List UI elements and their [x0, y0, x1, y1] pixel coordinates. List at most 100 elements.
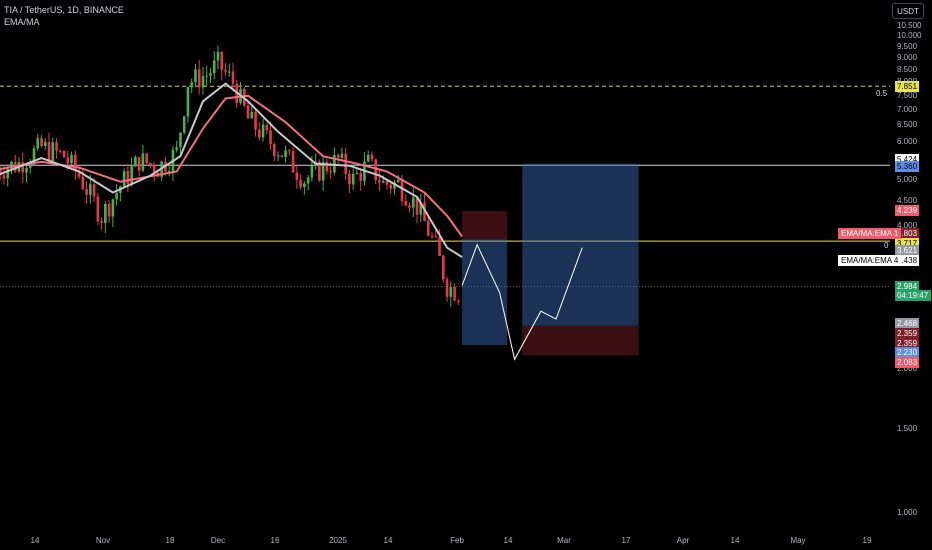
x-tick-label: Dec: [210, 536, 226, 545]
candle-body: [336, 154, 340, 158]
ema-fast-line: [0, 82, 463, 258]
price-axis-label: 2.083: [895, 356, 919, 368]
candle-body: [355, 172, 359, 174]
candle-body: [299, 179, 302, 188]
y-tick-label: 4.500: [897, 196, 918, 206]
candle-body: [55, 142, 58, 151]
x-tick-label: May: [790, 536, 806, 545]
position-target-zone: [462, 239, 508, 346]
x-tick-label: 19: [862, 536, 872, 545]
candle-body: [70, 154, 73, 164]
candle-body: [366, 154, 370, 162]
candle-body: [77, 170, 81, 177]
candle-body: [389, 184, 393, 189]
x-tick-label: Nov: [95, 536, 111, 545]
y-tick-label: 1.500: [897, 424, 918, 434]
candle-body: [445, 279, 449, 297]
candle-body: [381, 181, 385, 183]
candle-body: [197, 69, 201, 88]
candle-body: [89, 184, 92, 195]
candle-body: [205, 75, 209, 77]
indicator-title[interactable]: EMA/MA: [4, 17, 40, 27]
candle-body: [126, 171, 130, 185]
candle-body: [359, 172, 362, 181]
price-axis-label: 2.359: [895, 337, 919, 349]
y-tick-label: 7.500: [897, 90, 918, 100]
candle-body: [92, 184, 96, 197]
candle-body: [66, 157, 70, 164]
candle-body: [122, 171, 126, 187]
candle-body: [419, 202, 423, 215]
position-stop-zone: [522, 325, 639, 356]
candle-body: [74, 154, 77, 171]
x-tick-label: Mar: [557, 536, 571, 545]
candle-body: [179, 132, 182, 148]
candle-body: [453, 286, 456, 301]
candle-body: [81, 176, 85, 189]
candle-body: [344, 153, 347, 174]
candle-body: [276, 155, 280, 157]
candle-body: [51, 142, 55, 161]
candle-body: [393, 182, 396, 189]
price-axis-label: 3.438: [895, 255, 919, 267]
candle-body: [62, 150, 66, 158]
x-tick-label: 14: [503, 536, 513, 545]
candle-body: [224, 69, 227, 72]
candle-body: [351, 173, 355, 185]
y-tick-label: 10.000: [897, 31, 922, 41]
price-axis-label: 7.851: [895, 80, 919, 92]
price-axis-label: 2.230: [895, 347, 919, 359]
candle-body: [6, 168, 10, 179]
candle-body: [423, 202, 426, 222]
candle-body: [430, 235, 434, 237]
candle-body: [254, 111, 257, 130]
y-tick-label: 9.500: [897, 41, 918, 51]
price-axis-label: 4.239: [895, 205, 919, 217]
candle-body: [284, 150, 287, 157]
candle-body: [115, 193, 118, 200]
x-tick-label: Feb: [450, 536, 464, 545]
candle-body: [32, 148, 36, 164]
candle-body: [149, 163, 152, 165]
candle-body: [182, 116, 186, 133]
y-tick-label: 8.500: [897, 64, 918, 74]
candle-body: [258, 129, 261, 138]
x-tick-label: 14: [30, 536, 40, 545]
candle-body: [280, 155, 284, 157]
candle-body: [43, 141, 47, 146]
candle-body: [47, 141, 51, 161]
currency-button[interactable]: USDT: [892, 3, 924, 19]
candle-body: [310, 165, 314, 178]
candle-body: [261, 124, 265, 138]
price-axis-label: 3.621: [895, 244, 919, 256]
price-axis-label: 04:19:47: [895, 289, 931, 301]
price-axis-label: 5.424: [895, 154, 919, 166]
projection-path: [461, 243, 583, 361]
candle-body: [449, 286, 453, 297]
candle-body: [374, 159, 378, 181]
indicator-tag: EMA/MA:EMA 1: [838, 227, 902, 239]
candle-body: [10, 161, 13, 169]
candle-body: [385, 181, 389, 185]
candle-body: [209, 73, 212, 76]
candle-body: [175, 147, 178, 150]
candle-body: [333, 154, 336, 173]
candle-body: [325, 162, 329, 172]
y-tick-label: 6.000: [897, 136, 918, 146]
candle-body: [269, 130, 272, 145]
price-axis-label: 2.984: [895, 280, 919, 292]
candle-body: [134, 157, 137, 167]
candle-body: [400, 179, 404, 202]
candle-body: [107, 204, 111, 217]
candle-body: [457, 300, 460, 302]
y-tick-label: 6.500: [897, 120, 918, 130]
candle-body: [85, 188, 88, 195]
candle-body: [58, 150, 62, 152]
price-axis-label: 5.360: [895, 160, 919, 172]
x-tick-label: 18: [165, 536, 175, 545]
price-axis-label: 2.359: [895, 327, 919, 339]
y-tick-label: 10.500: [897, 21, 922, 30]
candle-body: [378, 180, 381, 183]
symbol-title: TIA / TetherUS, 1D, BINANCE: [4, 5, 124, 15]
